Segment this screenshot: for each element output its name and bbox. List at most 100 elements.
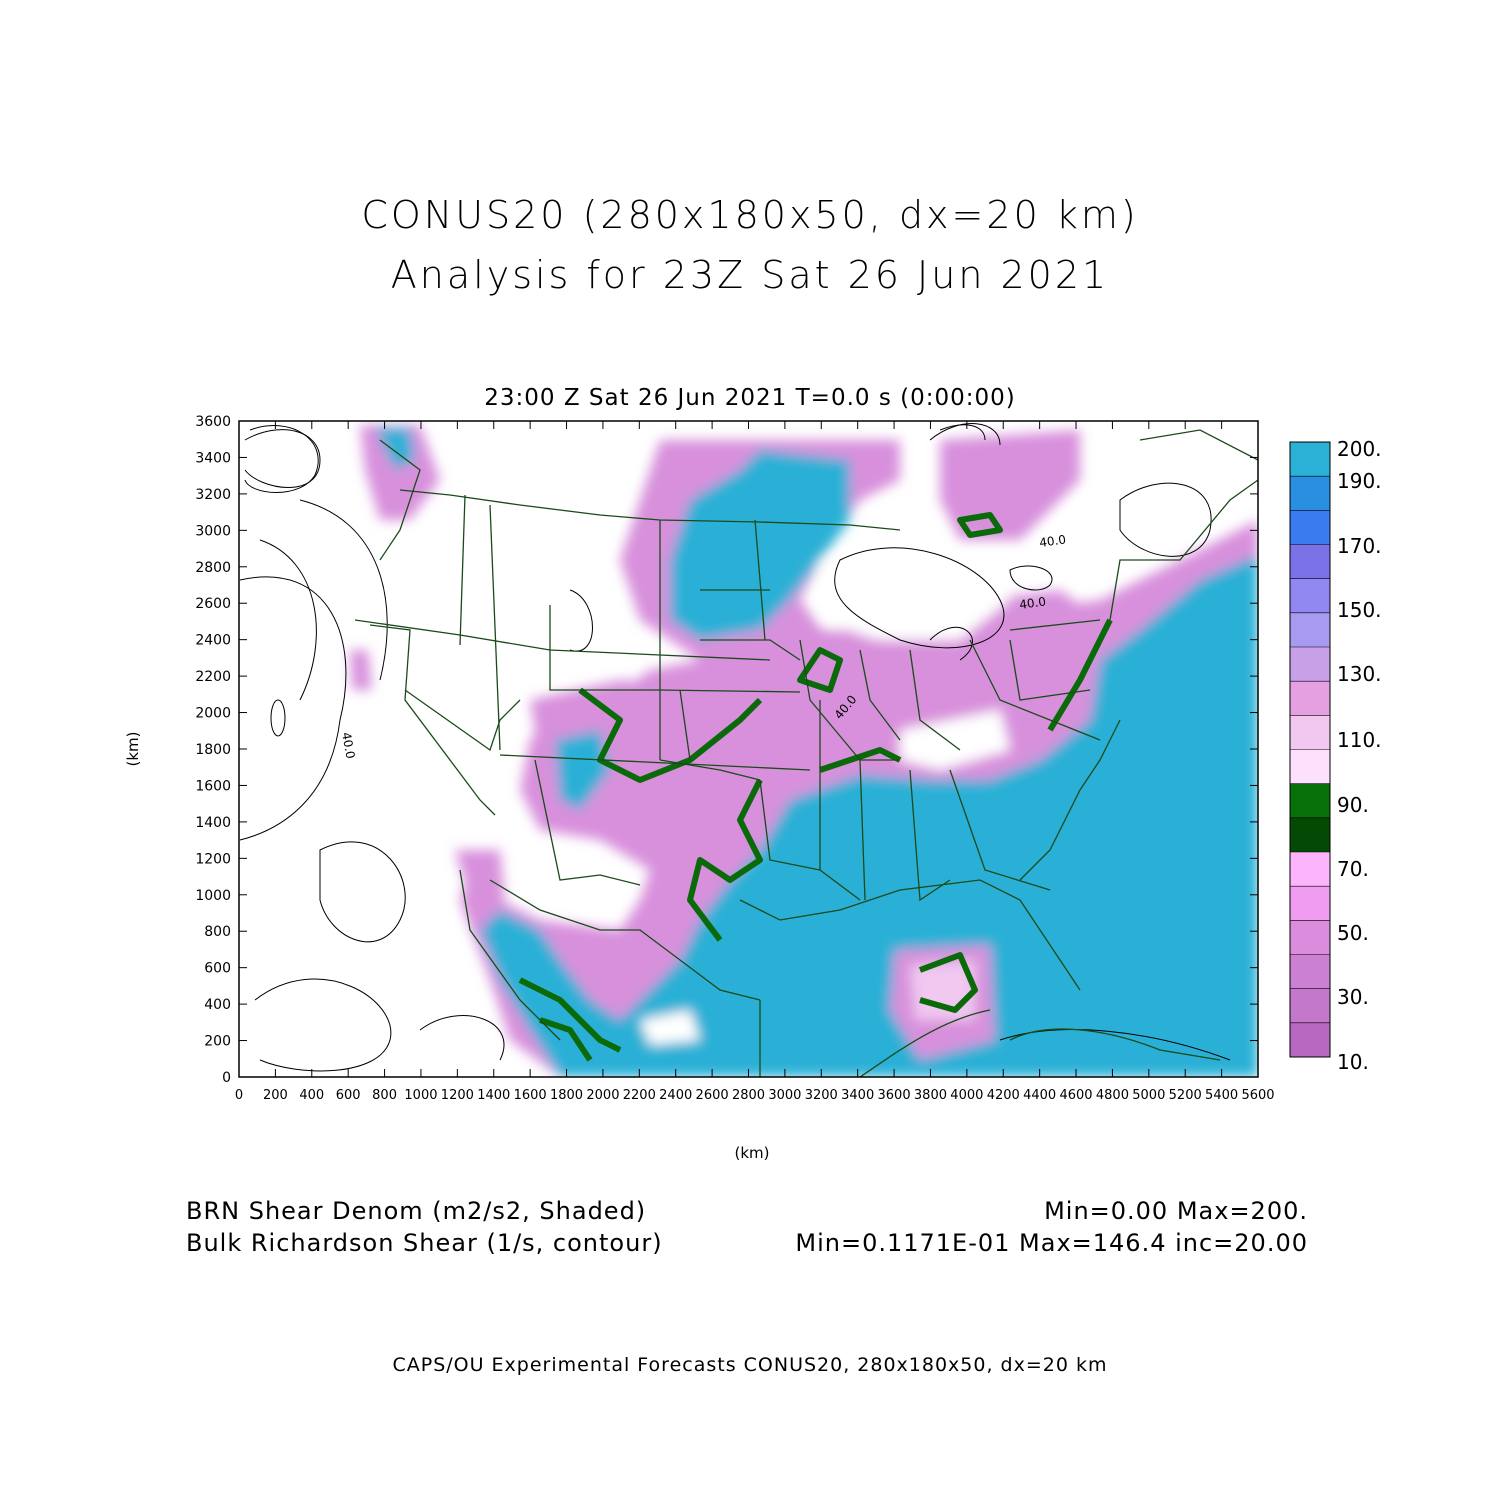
y-tick-label: 1800 bbox=[195, 742, 231, 758]
title-line-2: Analysis for 23Z Sat 26 Jun 2021 bbox=[390, 253, 1110, 297]
shade-mich-white bbox=[820, 560, 1010, 640]
colorbar-swatch bbox=[1290, 476, 1330, 511]
shade-sw-cyan bbox=[555, 730, 610, 810]
colorbar bbox=[1290, 441, 1330, 1058]
x-tick-label: 0 bbox=[235, 1088, 243, 1103]
shade-canada bbox=[940, 430, 1080, 540]
credit-line: CAPS/OU Experimental Forecasts CONUS20, … bbox=[392, 1354, 1108, 1376]
y-tick-label: 400 bbox=[204, 997, 231, 1013]
x-tick-label: 3000 bbox=[768, 1088, 801, 1103]
y-tick-label: 3000 bbox=[195, 523, 231, 539]
colorbar-label: 50. bbox=[1337, 921, 1369, 945]
colorbar-swatch bbox=[1290, 578, 1330, 614]
y-tick-label: 2200 bbox=[195, 669, 231, 685]
y-tick-label: 3600 bbox=[195, 414, 231, 430]
colorbar-label: 130. bbox=[1337, 662, 1382, 686]
y-tick-label: 1400 bbox=[195, 815, 231, 831]
colorbar-swatch bbox=[1290, 647, 1330, 682]
colorbar-swatch bbox=[1290, 681, 1330, 716]
shaded-field bbox=[239, 421, 1258, 1077]
y-tick-label: 3200 bbox=[195, 487, 231, 503]
colorbar-label: 170. bbox=[1337, 534, 1382, 558]
colorbar-swatch bbox=[1290, 442, 1330, 477]
shade-southplains bbox=[530, 680, 820, 860]
contour-label: 40.0 bbox=[1018, 594, 1046, 612]
x-tick-label: 1000 bbox=[404, 1088, 437, 1103]
colorbar-swatch bbox=[1290, 852, 1330, 887]
x-tick-label: 1200 bbox=[441, 1088, 474, 1103]
colorbar-label: 190. bbox=[1337, 469, 1382, 493]
colorbar-swatch bbox=[1290, 544, 1330, 580]
contour-field-description: Bulk Richardson Shear (1/s, contour) bbox=[186, 1229, 663, 1257]
y-tick-label: 2800 bbox=[195, 560, 231, 576]
political-borders bbox=[354, 429, 1258, 1077]
colorbar-swatch bbox=[1290, 988, 1330, 1024]
colorbar-swatch bbox=[1290, 612, 1330, 648]
x-tick-label: 4400 bbox=[1023, 1088, 1056, 1103]
colorbar-swatch bbox=[1290, 510, 1330, 545]
shade-pac-white bbox=[640, 1010, 700, 1045]
x-tick-label: 4200 bbox=[987, 1088, 1020, 1103]
y-tick-label: 200 bbox=[204, 1034, 231, 1050]
colorbar-swatch bbox=[1290, 954, 1330, 990]
contour-label: 40.0 bbox=[339, 731, 357, 760]
y-tick-label: 3400 bbox=[195, 450, 231, 466]
colorbar-labels: 200. 190. 170. 150. 130. 110. 90. 70. 50. 30. 10. bbox=[1337, 437, 1382, 1074]
x-tick-label: 3400 bbox=[841, 1088, 874, 1103]
y-tick-label: 1000 bbox=[195, 888, 231, 904]
x-tick-label: 3600 bbox=[878, 1088, 911, 1103]
shade-cal bbox=[350, 650, 372, 690]
colorbar-label: 150. bbox=[1337, 598, 1382, 622]
colorbar-swatch bbox=[1290, 920, 1330, 955]
x-tick-label: 4600 bbox=[1059, 1088, 1092, 1103]
y-tick-label: 1200 bbox=[195, 851, 231, 867]
x-tick-label: 3200 bbox=[805, 1088, 838, 1103]
x-tick-label: 2200 bbox=[623, 1088, 656, 1103]
x-tick-label: 4000 bbox=[950, 1088, 983, 1103]
y-tick-label: 2600 bbox=[195, 596, 231, 612]
colorbar-label: 10. bbox=[1337, 1050, 1369, 1074]
contour-field-range: Min=0.1171E-01 Max=146.4 inc=20.00 bbox=[795, 1229, 1308, 1257]
colorbar-label: 30. bbox=[1337, 985, 1369, 1009]
y-tick-labels: 0 200 400 600 800 1000 1200 1400 1600 1800 2000 220… bbox=[195, 414, 231, 1086]
x-tick-label: 3800 bbox=[914, 1088, 947, 1103]
axis-ticks bbox=[238, 420, 1259, 1078]
colorbar-frame bbox=[1289, 441, 1331, 1058]
green-bands bbox=[518, 512, 1113, 1062]
x-tick-label: 2400 bbox=[659, 1088, 692, 1103]
y-tick-label: 600 bbox=[204, 961, 231, 977]
colorbar-swatch bbox=[1290, 783, 1330, 819]
x-tick-label: 1400 bbox=[477, 1088, 510, 1103]
y-tick-label: 800 bbox=[204, 924, 231, 940]
x-tick-label: 800 bbox=[372, 1088, 397, 1103]
shade-pnw bbox=[360, 425, 440, 520]
x-tick-label: 2600 bbox=[696, 1088, 729, 1103]
x-tick-label: 5000 bbox=[1132, 1088, 1165, 1103]
shade-east-cyan bbox=[480, 555, 1258, 1077]
x-tick-label: 5200 bbox=[1169, 1088, 1202, 1103]
shade-ohio bbox=[800, 590, 1100, 770]
x-tick-labels: 0 200 400 600 800 1000 1200 1400 1600 1800 2000 220… bbox=[235, 1088, 1275, 1103]
y-tick-label: 1600 bbox=[195, 778, 231, 794]
y-tick-label: 0 bbox=[222, 1070, 231, 1086]
shade-sw-baja bbox=[455, 850, 505, 900]
x-tick-label: 5400 bbox=[1205, 1088, 1238, 1103]
shaded-field-description: BRN Shear Denom (m2/s2, Shaded) bbox=[186, 1197, 647, 1225]
x-tick-label: 2800 bbox=[732, 1088, 765, 1103]
x-tick-label: 4800 bbox=[1096, 1088, 1129, 1103]
colorbar-label: 200. bbox=[1337, 437, 1382, 461]
colorbar-swatch bbox=[1290, 749, 1330, 785]
x-tick-label: 2000 bbox=[586, 1088, 619, 1103]
colorbar-swatch bbox=[1290, 817, 1330, 853]
y-axis-label: (km) bbox=[124, 731, 142, 766]
title-line-1: CONUS20 (280x180x50, dx=20 km) bbox=[361, 193, 1139, 237]
x-tick-label: 600 bbox=[336, 1088, 361, 1103]
colorbar-swatch bbox=[1290, 886, 1330, 921]
y-tick-label: 2000 bbox=[195, 706, 231, 722]
colorbar-swatch bbox=[1290, 1022, 1330, 1058]
shade-dakotas-cyan bbox=[670, 450, 850, 640]
x-tick-label: 200 bbox=[263, 1088, 288, 1103]
colorbar-label: 90. bbox=[1337, 793, 1369, 817]
shaded-field-range: Min=0.00 Max=200. bbox=[1044, 1197, 1308, 1225]
